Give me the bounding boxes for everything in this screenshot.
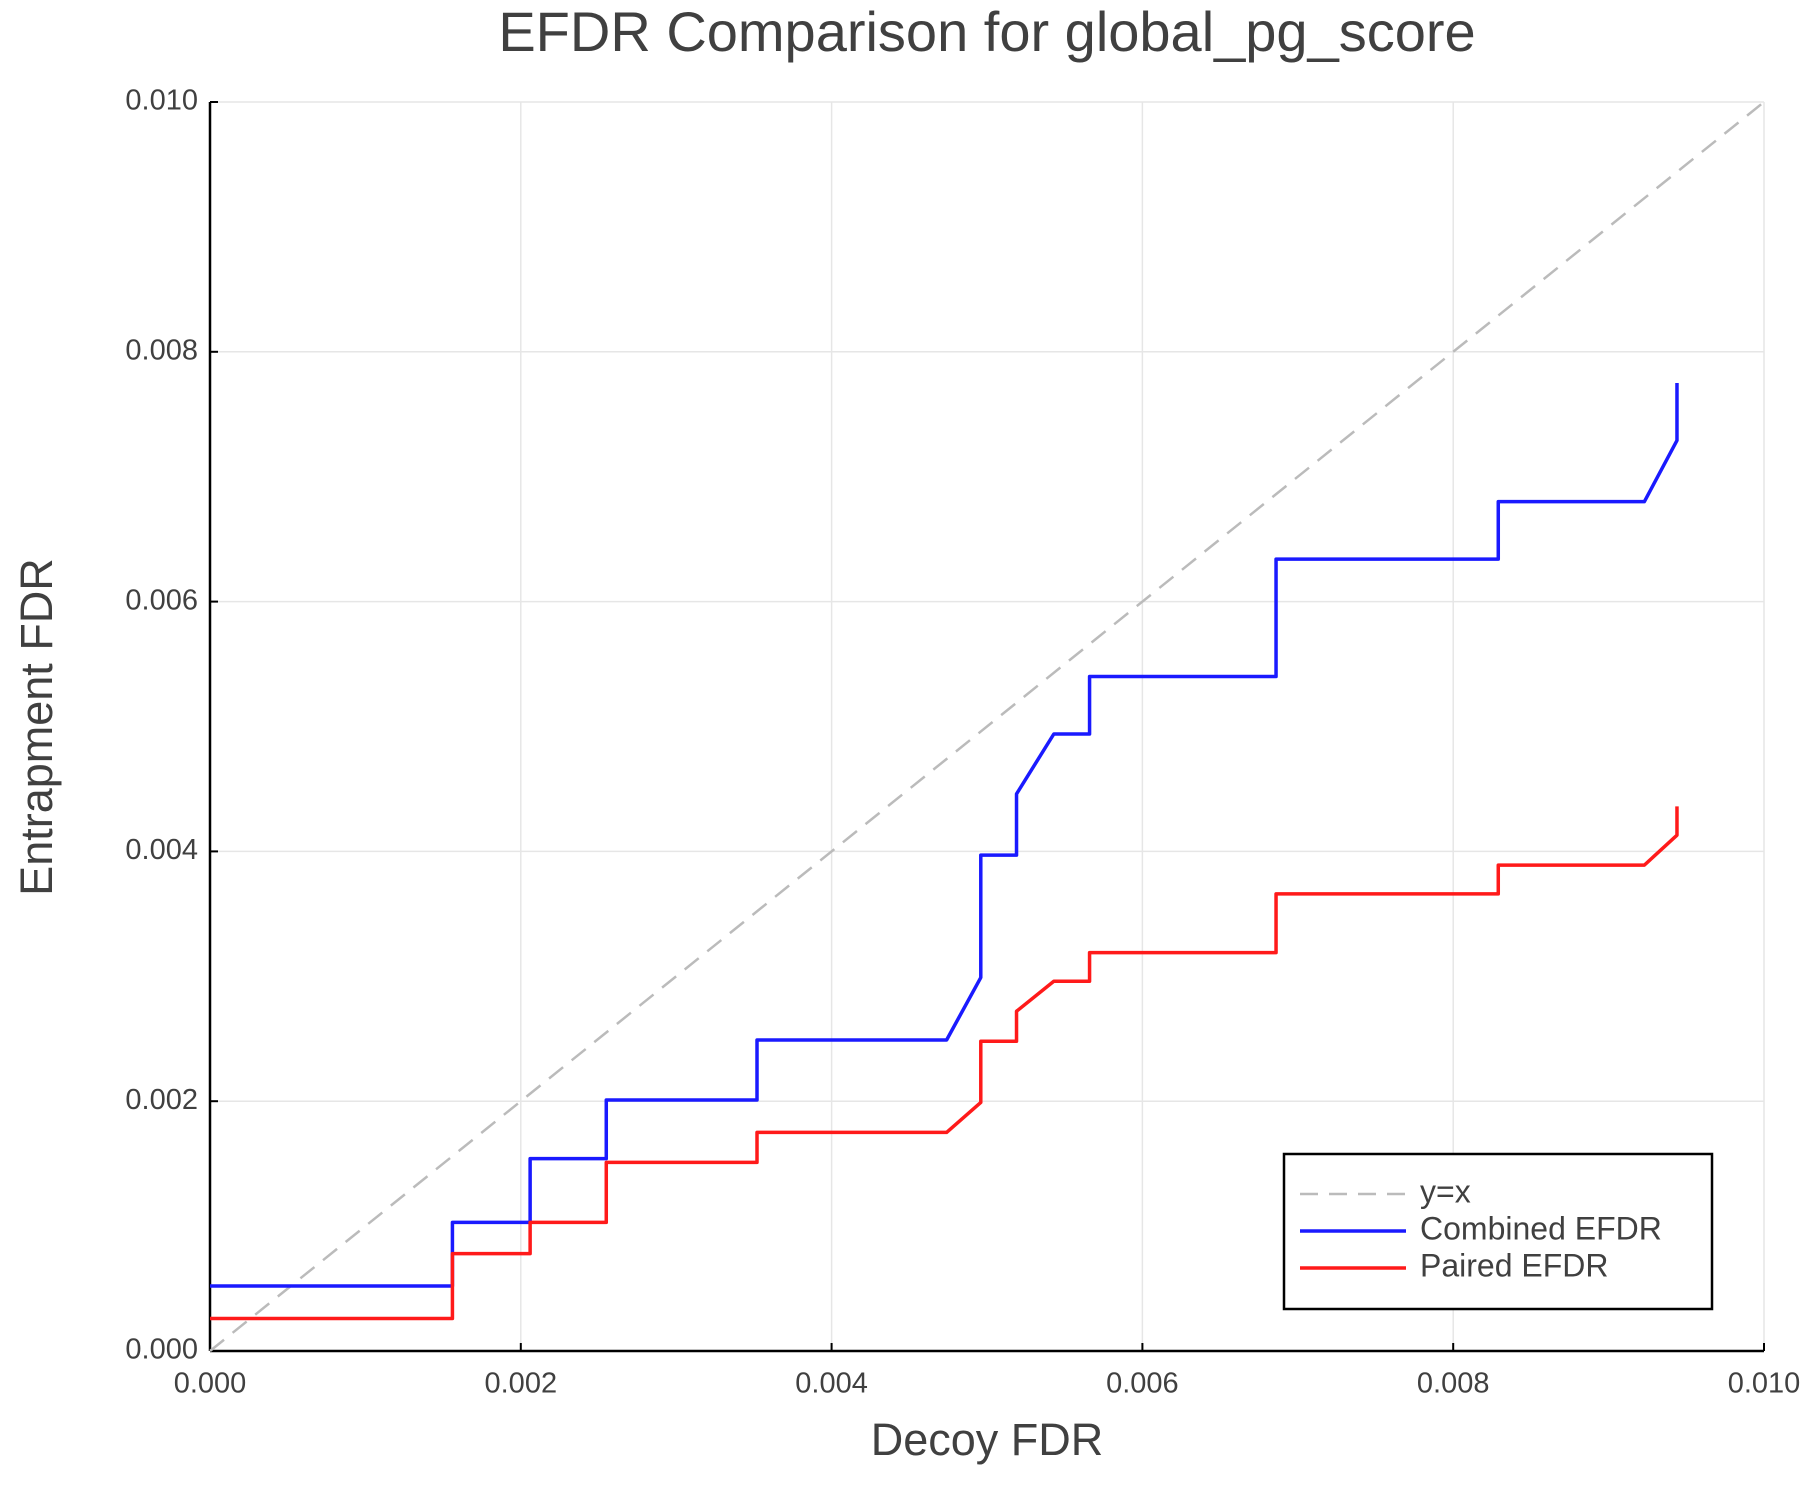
legend-label: y=x	[1420, 1173, 1471, 1209]
series-line	[210, 806, 1679, 1321]
legend-label: Paired EFDR	[1420, 1247, 1609, 1283]
series-line	[209, 101, 1765, 1352]
x-tick-label: 0.000	[174, 1368, 247, 1400]
y-tick-label: 0.002	[125, 1084, 198, 1116]
x-tick-label: 0.010	[1728, 1368, 1800, 1400]
y-tick-label: 0.010	[125, 85, 198, 117]
chart-title: EFDR Comparison for global_pg_score	[498, 0, 1475, 63]
x-tick-label: 0.004	[795, 1368, 868, 1400]
y-tick-label: 0.006	[125, 584, 198, 616]
x-axis-label: Decoy FDR	[871, 1414, 1104, 1465]
series-line	[210, 383, 1679, 1288]
y-tick-label: 0.004	[125, 834, 198, 866]
x-tick-label: 0.006	[1106, 1368, 1179, 1400]
x-tick-label: 0.008	[1417, 1368, 1490, 1400]
legend-label: Combined EFDR	[1420, 1210, 1662, 1246]
y-tick-label: 0.008	[125, 334, 198, 366]
y-axis-label: Entrapment FDR	[11, 558, 62, 896]
x-tick-label: 0.002	[485, 1368, 558, 1400]
y-tick-label: 0.000	[125, 1334, 198, 1366]
